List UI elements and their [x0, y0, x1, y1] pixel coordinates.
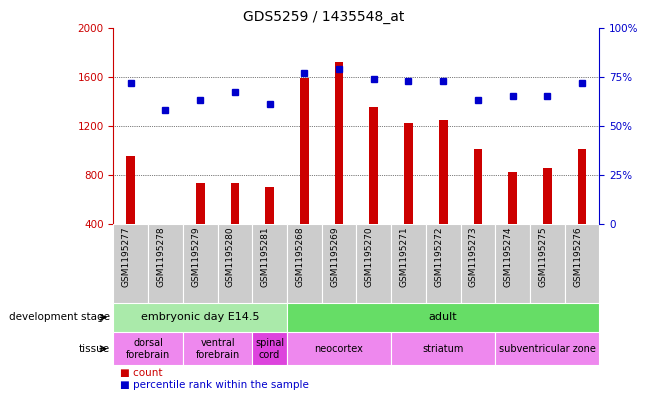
Bar [439, 119, 448, 224]
Bar [113, 303, 287, 332]
Text: tissue: tissue [79, 344, 110, 354]
Text: GSM1195268: GSM1195268 [295, 226, 305, 287]
Bar [218, 224, 252, 303]
Bar [404, 123, 413, 224]
Bar [183, 332, 252, 365]
Bar [543, 168, 551, 224]
Bar [126, 156, 135, 224]
Bar [321, 224, 356, 303]
Text: development stage: development stage [9, 312, 110, 322]
Text: GSM1195279: GSM1195279 [191, 226, 200, 287]
Bar [530, 224, 564, 303]
Text: GSM1195270: GSM1195270 [365, 226, 374, 287]
Text: ventral
forebrain: ventral forebrain [196, 338, 240, 360]
Bar [113, 332, 183, 365]
Text: GDS5259 / 1435548_at: GDS5259 / 1435548_at [243, 10, 405, 24]
Text: GSM1195275: GSM1195275 [538, 226, 548, 287]
Text: GSM1195269: GSM1195269 [330, 226, 339, 287]
Text: GSM1195271: GSM1195271 [399, 226, 408, 287]
Text: ■ percentile rank within the sample: ■ percentile rank within the sample [120, 380, 308, 390]
Bar [265, 187, 274, 224]
Bar [461, 224, 495, 303]
Text: GSM1195274: GSM1195274 [503, 226, 513, 287]
Bar [495, 224, 530, 303]
Text: ■ count: ■ count [120, 368, 163, 378]
Bar [335, 62, 343, 224]
Text: striatum: striatum [422, 344, 464, 354]
Bar [356, 224, 391, 303]
Bar [391, 332, 495, 365]
Text: spinal
cord: spinal cord [255, 338, 284, 360]
Bar [578, 149, 586, 224]
Text: GSM1195273: GSM1195273 [469, 226, 478, 287]
Bar [196, 184, 205, 224]
Bar [252, 332, 287, 365]
Text: GSM1195281: GSM1195281 [260, 226, 270, 287]
Text: adult: adult [429, 312, 457, 322]
Text: GSM1195280: GSM1195280 [226, 226, 235, 287]
Bar [564, 224, 599, 303]
Text: GSM1195276: GSM1195276 [573, 226, 582, 287]
Bar [474, 149, 482, 224]
Bar [113, 224, 148, 303]
Bar [161, 224, 170, 225]
Text: GSM1195277: GSM1195277 [122, 226, 131, 287]
Text: GSM1195272: GSM1195272 [434, 226, 443, 287]
Bar [300, 78, 308, 224]
Bar [231, 184, 239, 224]
Bar [252, 224, 287, 303]
Bar [287, 332, 391, 365]
Bar [183, 224, 218, 303]
Text: GSM1195278: GSM1195278 [156, 226, 165, 287]
Bar [287, 303, 599, 332]
Bar [426, 224, 461, 303]
Bar [508, 173, 517, 224]
Bar [287, 224, 321, 303]
Bar [148, 224, 183, 303]
Bar [369, 107, 378, 224]
Bar [495, 332, 599, 365]
Text: embryonic day E14.5: embryonic day E14.5 [141, 312, 259, 322]
Text: dorsal
forebrain: dorsal forebrain [126, 338, 170, 360]
Text: neocortex: neocortex [315, 344, 364, 354]
Text: subventricular zone: subventricular zone [499, 344, 596, 354]
Bar [391, 224, 426, 303]
